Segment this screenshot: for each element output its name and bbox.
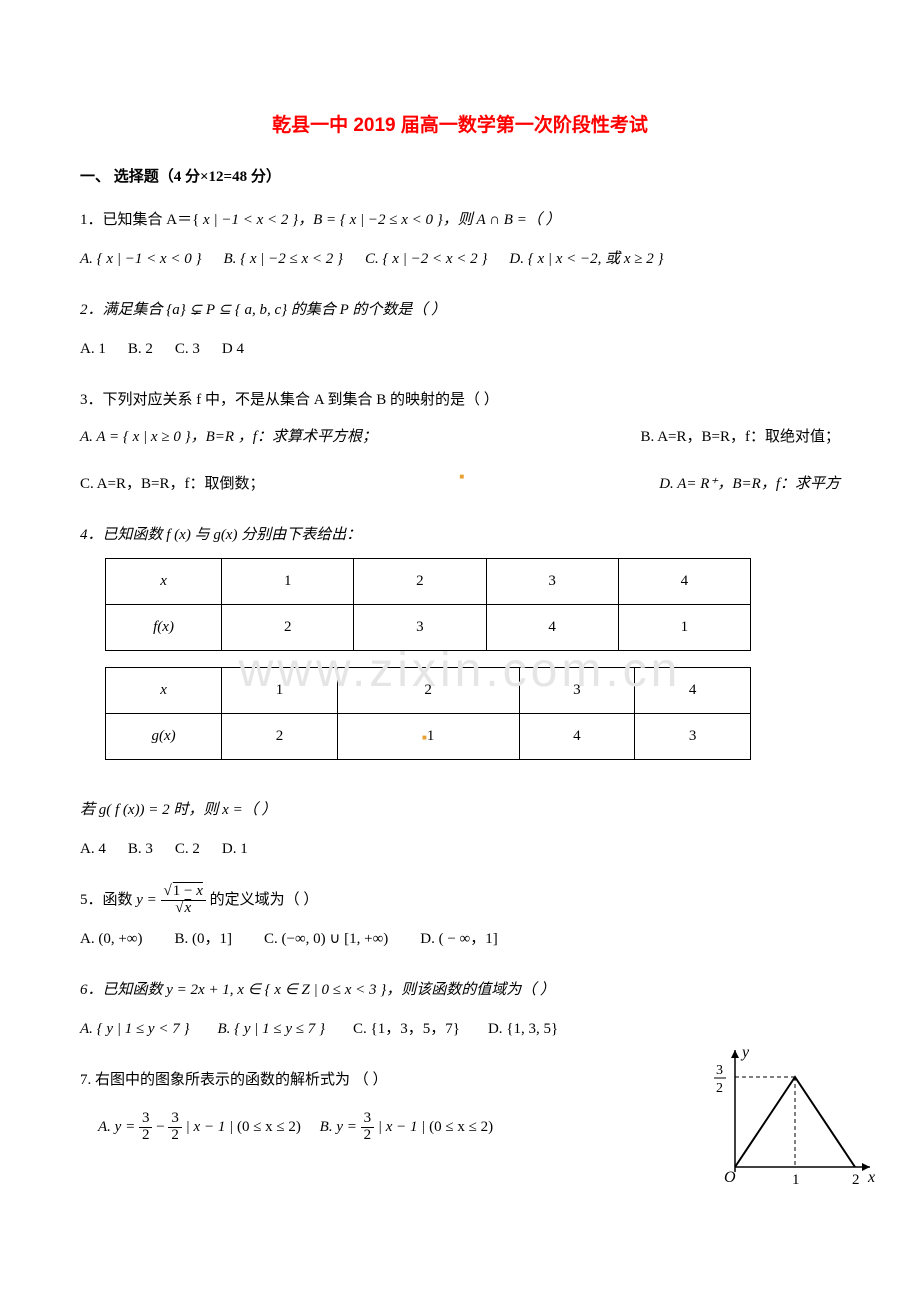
q2-opt-a: A. 1 [80,333,106,366]
t2-c2: 2 [337,668,519,714]
t2-v4: 3 [635,714,751,760]
question-2: 2．满足集合 {a} ⊊ P ⊆ { a, b, c} 的集合 P 的个数是（ … [80,294,840,366]
dot-icon: ■ [459,468,464,501]
t2-c3: 3 [519,668,635,714]
chart-ypeak-num: 3 [716,1063,723,1078]
q6-opt-a: A. { y | 1 ≤ y < 7 } [80,1013,189,1046]
minus-icon: − [156,1119,168,1135]
section-header: 一、 选择题（4 分×12=48 分） [80,165,840,186]
q7-abs-b: | x − 1 | [378,1119,426,1135]
q5-pre: 5．函数 [80,892,136,908]
q7-opt-a-pre: A. y = [98,1119,139,1135]
q2-stem: 2．满足集合 {a} ⊊ P ⊆ { a, b, c} 的集合 P 的个数是（ … [80,294,840,327]
question-6: 6．已知函数 y = 2x + 1, x ∈ { x ∈ Z | 0 ≤ x <… [80,974,840,1046]
q3-opt-c: C. A=R，B=R，f：取倒数； [80,468,264,501]
q6-opt-b: B. { y | 1 ≤ y ≤ 7 } [217,1013,325,1046]
q4-table-2: x 1 2 3 4 g(x) 2 ■1 4 3 [105,667,751,760]
q3-opt-a: A. A = { x | x ≥ 0 }，B=R ，f：求算术平方根； [80,421,377,454]
q3-opt-d: D. A= R⁺，B=R，f：求平方 [659,468,840,501]
q5-post: 的定义域为（ ） [210,892,319,908]
t1-c4: 4 [618,559,750,605]
q1-opt-c: C. { x | −2 < x < 2 } [365,243,487,276]
q4-opt-b: B. 3 [128,833,153,866]
q7-opt-b-pre: B. y = [320,1119,361,1135]
question-5: 5．函数 y = √1 − x √x 的定义域为（ ） A. (0, +∞) B… [80,884,840,956]
t2-v3: 4 [519,714,635,760]
t2-h: x [106,668,222,714]
q4-opt-d: D. 1 [222,833,248,866]
q1-stem-b: B = { x | −2 ≤ x < 0 }，则 A ∩ B =（ ） [313,212,560,228]
t1-v4: 1 [618,605,750,651]
q2-opt-b: B. 2 [128,333,153,366]
q4-stem: 4．已知函数 f (x) 与 g(x) 分别由下表给出： [80,519,840,552]
t1-c3: 3 [486,559,618,605]
t1-c2: 2 [354,559,486,605]
q7-frac-a2: 32 [168,1111,182,1144]
q7-opt-b-post: (0 ≤ x ≤ 2) [429,1119,493,1135]
q5-opt-b: B. (0，1] [174,923,232,956]
chart-ypeak-den: 2 [716,1081,723,1096]
q6-opt-d: D. {1, 3, 5} [488,1013,558,1046]
q7-abs-a: | x − 1 | [186,1119,234,1135]
q4-opt-c: C. 2 [175,833,200,866]
chart-y-axis-label: y [740,1044,750,1061]
q7-frac-a1: 32 [139,1111,153,1144]
q6-opt-c: C. {1，3，5，7} [353,1013,460,1046]
question-4: 4．已知函数 f (x) 与 g(x) 分别由下表给出： x 1 2 3 4 f… [80,519,840,866]
question-3: 3．下列对应关系 f 中，不是从集合 A 到集合 B 的映射的是（ ） A. A… [80,384,840,501]
q1-opt-b: B. { x | −2 ≤ x < 2 } [223,243,343,276]
q7-frac-b: 32 [361,1111,375,1144]
q2-opt-d: D 4 [222,333,244,366]
t2-v1: 2 [222,714,338,760]
q2-opt-c: C. 3 [175,333,200,366]
q7-opt-a-post: (0 ≤ x ≤ 2) [237,1119,301,1135]
q1-set1: x | −1 < x < 2 }， [199,212,313,228]
q5-opt-a: A. (0, +∞) [80,923,142,956]
t1-v2: 3 [354,605,486,651]
q4-table-1: x 1 2 3 4 f(x) 2 3 4 1 [105,558,751,651]
chart-svg: O 1 2 x y 3 2 [710,1042,880,1192]
t2-c4: 4 [635,668,751,714]
page-title: 乾县一中 2019 届高一数学第一次阶段性考试 [80,110,840,137]
q1-opt-d: D. { x | x < −2, 或 x ≥ 2 } [509,243,663,276]
q1-stem-a: 1．已知集合 A＝{ [80,212,199,228]
q6-stem: 6．已知函数 y = 2x + 1, x ∈ { x ∈ Z | 0 ≤ x <… [80,974,840,1007]
q5-opt-d: D. ( − ∞，1] [420,923,497,956]
chart-origin-label: O [724,1169,736,1186]
t2-r: g(x) [106,714,222,760]
t1-v3: 4 [486,605,618,651]
q4-after: 若 g( f (x)) = 2 时，则 x =（ ） [80,794,840,827]
q5-fraction: √1 − x √x [161,884,206,917]
t1-h: x [106,559,222,605]
q1-opt-a: A. { x | −1 < x < 0 } [80,243,201,276]
chart-x2-label: 2 [852,1172,860,1188]
q4-opt-a: A. 4 [80,833,106,866]
q7-chart: O 1 2 x y 3 2 [710,1042,880,1192]
question-1: 1．已知集合 A＝{ x | −1 < x < 2 }，B = { x | −2… [80,204,840,276]
q3-stem: 3．下列对应关系 f 中，不是从集合 A 到集合 B 的映射的是（ ） [80,384,840,417]
t1-v1: 2 [222,605,354,651]
chart-x-axis-label: x [867,1169,875,1186]
t1-c1: 1 [222,559,354,605]
q5-formula: y = [136,892,160,908]
t2-v2: ■1 [337,714,519,760]
q3-opt-b: B. A=R，B=R，f：取绝对值； [641,421,840,454]
t1-r: f(x) [106,605,222,651]
t2-c1: 1 [222,668,338,714]
q5-opt-c: C. (−∞, 0) ∪ [1, +∞) [264,923,388,956]
chart-x1-label: 1 [792,1172,800,1188]
